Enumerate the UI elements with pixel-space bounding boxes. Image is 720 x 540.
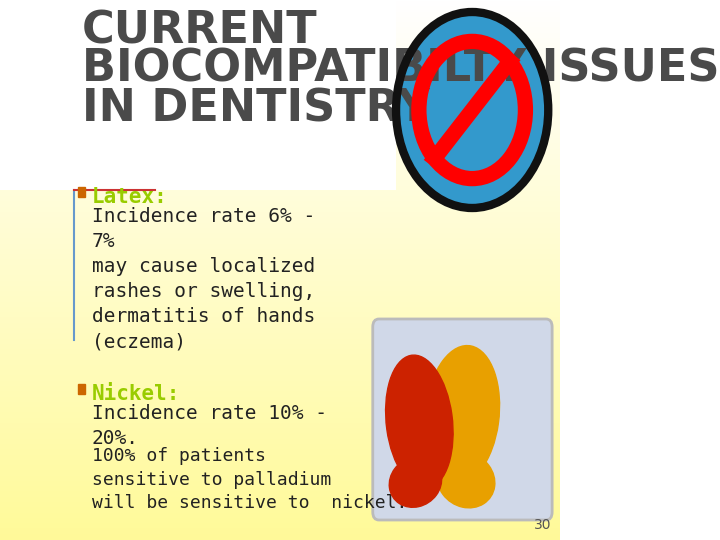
Text: Nickel:: Nickel: (91, 384, 180, 404)
Text: BIOCOMPATIBILTY ISSUES: BIOCOMPATIBILTY ISSUES (81, 48, 719, 91)
Text: may cause localized
rashes or swelling,
dermatitis of hands
(eczema): may cause localized rashes or swelling, … (91, 257, 315, 351)
Text: Incidence rate 10% -
20%.: Incidence rate 10% - 20%. (91, 404, 327, 448)
Ellipse shape (390, 457, 441, 507)
Text: CURRENT: CURRENT (81, 10, 318, 53)
Bar (78, 384, 86, 394)
Ellipse shape (437, 452, 495, 508)
FancyBboxPatch shape (0, 0, 396, 190)
Text: Incidence rate 6% -
7%: Incidence rate 6% - 7% (91, 207, 315, 251)
Text: 30: 30 (534, 518, 552, 532)
FancyBboxPatch shape (373, 319, 552, 520)
Ellipse shape (425, 346, 500, 484)
Text: IN DENTISTRY: IN DENTISTRY (81, 88, 429, 131)
Text: Latex:: Latex: (91, 187, 167, 207)
Text: 100% of patients
sensitive to palladium
will be sensitive to  nickel.: 100% of patients sensitive to palladium … (91, 447, 407, 512)
Circle shape (396, 12, 548, 208)
Bar (78, 187, 86, 197)
Ellipse shape (386, 355, 453, 489)
